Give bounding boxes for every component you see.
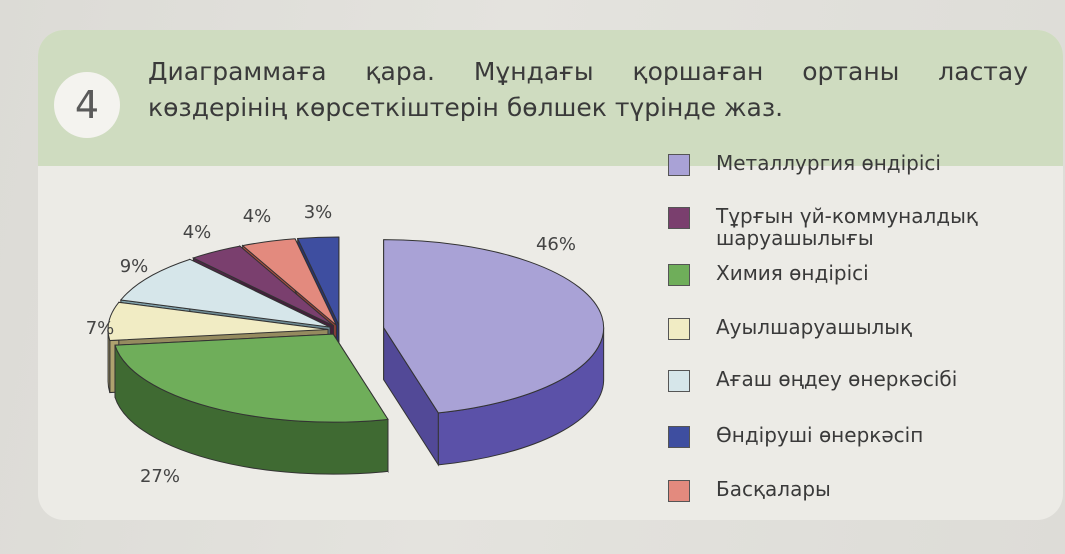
- legend-label: Ауылшаруашылық: [716, 315, 913, 339]
- legend-label: Тұрғын үй-коммуналдық: [716, 204, 978, 228]
- legend-swatch: [668, 207, 690, 229]
- task-instruction-line-2: көздерінің көрсеткіштерін бөлшек түрінде…: [148, 93, 784, 122]
- pie-slice-top: [107, 301, 329, 342]
- task-instruction-line-1: Диаграммаға қара. Мұндағы қоршаған ортан…: [148, 57, 1028, 86]
- pie-slice-top: [383, 239, 605, 414]
- slice-percent-label: 27%: [140, 466, 180, 487]
- legend-label: Өндіруші өнеркәсіп: [716, 423, 924, 447]
- task-instruction: Диаграммаға қара. Мұндағы қоршаған ортан…: [148, 54, 1028, 126]
- slice-percent-label: 9%: [120, 256, 149, 277]
- slice-percent-label: 4%: [243, 206, 272, 227]
- legend-label-line-2: шаруашылығы: [716, 226, 874, 250]
- pie-slice-top: [296, 236, 340, 326]
- slice-percent-label: 46%: [536, 234, 576, 255]
- slice-percent-label: 3%: [304, 202, 333, 223]
- legend-label: Басқалары: [716, 477, 831, 501]
- legend-swatch: [668, 264, 690, 286]
- legend-swatch: [668, 370, 690, 392]
- legend-swatch: [668, 480, 690, 502]
- pie-slice-2: [114, 332, 389, 475]
- legend-label: Металлургия өндірісі: [716, 151, 941, 175]
- legend-swatch: [668, 318, 690, 340]
- pie-slice-top: [241, 238, 337, 326]
- pie-slice-top: [192, 245, 334, 327]
- slice-percent-label: 4%: [183, 222, 212, 243]
- pie-slice-top: [119, 258, 331, 328]
- legend-swatch: [668, 426, 690, 448]
- pie-slice-top: [114, 333, 389, 423]
- legend-label: Ағаш өңдеу өнеркәсібі: [716, 367, 958, 391]
- legend-label: Химия өндірісі: [716, 261, 869, 285]
- task-number: 4: [54, 72, 120, 138]
- slice-percent-label: 7%: [86, 318, 115, 339]
- legend-swatch: [668, 154, 690, 176]
- task-header: 4 Диаграммаға қара. Мұндағы қоршаған орт…: [38, 30, 1063, 166]
- pie-slice-1: [383, 239, 605, 467]
